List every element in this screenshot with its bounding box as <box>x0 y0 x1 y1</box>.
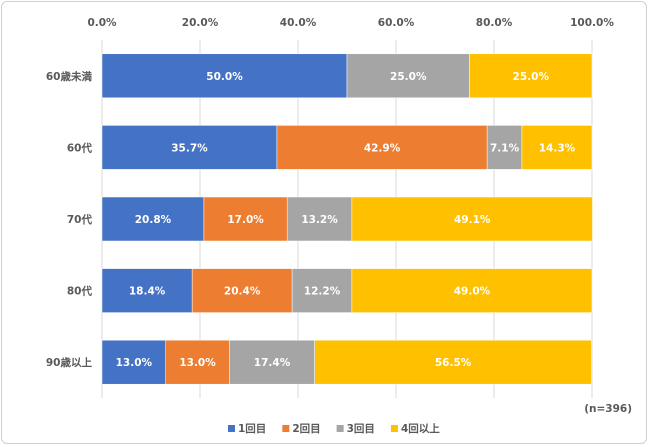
data-label: 42.9% <box>364 142 401 154</box>
data-labels: 50.0% 25.0% 25.0% 35.7% 42.9% 7.1% 14.3% 20.8% 1… <box>116 71 576 369</box>
bar-segment <box>521 125 593 170</box>
category-label: 60歳未満 <box>46 70 93 83</box>
data-label: 49.1% <box>454 214 491 226</box>
x-tick-label: 0.0% <box>87 17 117 29</box>
bar-segment <box>101 268 193 313</box>
category-label: 70代 <box>67 213 93 226</box>
data-label: 17.4% <box>254 357 291 369</box>
data-label: 49.0% <box>454 286 491 298</box>
legend-label: 2回目 <box>292 423 320 435</box>
data-label: 12.2% <box>304 286 341 298</box>
data-label: 18.4% <box>129 286 166 298</box>
bar-segment <box>101 125 278 170</box>
data-label: 7.1% <box>490 142 520 154</box>
bar-segment <box>351 196 593 242</box>
legend: 1回目 2回目 3回目 4回以上 <box>228 422 440 435</box>
data-label: 13.0% <box>179 357 216 369</box>
bar-segment <box>286 196 353 242</box>
legend-swatch <box>282 425 290 432</box>
category-label: 60代 <box>67 141 93 154</box>
data-label: 35.7% <box>171 142 208 154</box>
legend-swatch <box>390 425 398 432</box>
bar-segment <box>229 339 315 385</box>
bar-segment <box>291 268 353 313</box>
bar-segment <box>486 125 523 170</box>
x-tick-label: 40.0% <box>280 17 317 29</box>
x-tick-label: 60.0% <box>378 17 415 29</box>
legend-swatch <box>336 425 344 432</box>
gridlines <box>101 40 593 398</box>
data-label: 13.2% <box>301 214 338 226</box>
bar-segment <box>314 339 592 385</box>
data-label: 17.0% <box>227 214 264 226</box>
bar-segment <box>101 339 166 385</box>
bar-segment <box>276 125 488 170</box>
data-label: 20.4% <box>224 286 261 298</box>
bar-segment <box>101 53 348 99</box>
category-label: 80代 <box>67 285 93 298</box>
bar-segment <box>101 196 205 242</box>
bar-segment <box>469 53 593 99</box>
x-tick-label: 80.0% <box>476 17 513 29</box>
data-label: 56.5% <box>435 357 472 369</box>
category-labels: 60歳未満 60代 70代 80代 90歳以上 <box>46 70 93 369</box>
bar-segment <box>203 196 288 242</box>
bar-segment <box>191 268 293 313</box>
data-label: 13.0% <box>116 357 153 369</box>
data-label: 20.8% <box>135 214 172 226</box>
data-label: 25.0% <box>390 71 427 83</box>
data-label: 25.0% <box>513 71 550 83</box>
x-axis-ticks: 0.0% 20.0% 40.0% 60.0% 80.0% 100.0% <box>87 17 614 29</box>
legend-swatch <box>228 425 235 432</box>
category-label: 90歳以上 <box>46 356 93 369</box>
x-tick-label: 100.0% <box>570 17 614 29</box>
sample-size-note: (n=396) <box>584 403 632 415</box>
legend-label: 4回以上 <box>401 422 440 435</box>
data-label: 50.0% <box>206 71 243 83</box>
legend-label: 1回目 <box>238 423 266 435</box>
bar-segment <box>165 339 230 385</box>
x-tick-label: 20.0% <box>182 17 219 29</box>
data-label: 14.3% <box>539 142 576 154</box>
bars <box>101 53 593 385</box>
bar-segment <box>351 268 593 313</box>
bar-segment <box>346 53 470 99</box>
legend-label: 3回目 <box>347 423 375 435</box>
